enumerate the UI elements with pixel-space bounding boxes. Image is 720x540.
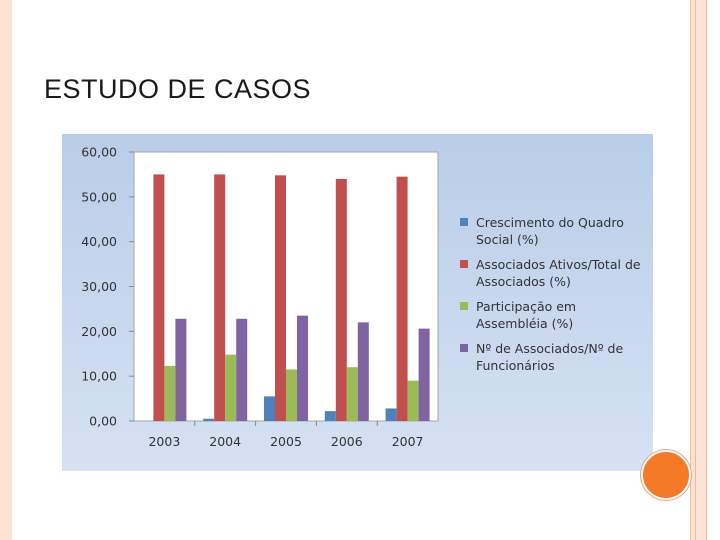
legend-label: Participação em Assembléia (%) [476,299,577,331]
legend-item: Participação em Assembléia (%) [460,298,650,332]
right-border-band [690,0,706,540]
legend-swatch [460,344,468,352]
bar [418,328,430,421]
chart-legend: Crescimento do Quadro Social (%) Associad… [460,214,650,382]
right-border-line [690,0,691,540]
bar [275,175,286,421]
y-tick-label: 40,00 [81,234,117,249]
y-tick-label: 20,00 [81,324,117,339]
bar [324,411,336,421]
legend-swatch [460,218,468,226]
decorative-circle [641,450,691,500]
legend-label: Nº de Associados/Nº de Funcionários [476,341,624,373]
bar [203,418,215,421]
bar [346,367,358,421]
bar [164,365,176,421]
x-tick-label: 2005 [270,434,302,449]
slide-title: ESTUDO DE CASOS [44,74,312,104]
y-tick-label: 30,00 [81,279,117,294]
x-tick-label: 2006 [331,434,363,449]
legend-item: Associados Ativos/Total de Associados (%… [460,256,650,290]
right-border-line [695,0,696,540]
y-tick-label: 0,00 [89,414,117,429]
bar [153,174,165,421]
x-tick-label: 2004 [209,434,241,449]
bar [214,174,226,421]
legend-label: Associados Ativos/Total de Associados (%… [476,257,641,289]
y-tick-label: 10,00 [81,369,117,384]
bar [175,318,187,421]
right-border-line [706,0,707,540]
x-tick-label: 2007 [392,434,424,449]
y-tick-label: 50,00 [81,189,117,204]
legend-swatch [460,302,468,310]
left-border-band [0,0,12,540]
legend-label: Crescimento do Quadro Social (%) [476,215,624,247]
legend-item: Nº de Associados/Nº de Funcionários [460,340,650,374]
bar [335,178,347,421]
bar-chart: 0,00 10,00 20,00 30,00 40,00 50,00 60,00 2003 20… [81,145,439,449]
bar [286,369,297,421]
bar [297,315,308,421]
bar [236,318,248,421]
chart-container: 0,00 10,00 20,00 30,00 40,00 50,00 60,00 2003 20… [62,134,653,471]
bar [396,176,408,421]
legend-swatch [460,260,468,268]
legend-item: Crescimento do Quadro Social (%) [460,214,650,248]
bar [225,354,237,421]
bar [407,380,419,421]
x-tick-label: 2003 [148,434,180,449]
bar [264,396,275,421]
y-tick-label: 60,00 [81,145,117,160]
bar [357,322,369,421]
bar [385,408,397,421]
